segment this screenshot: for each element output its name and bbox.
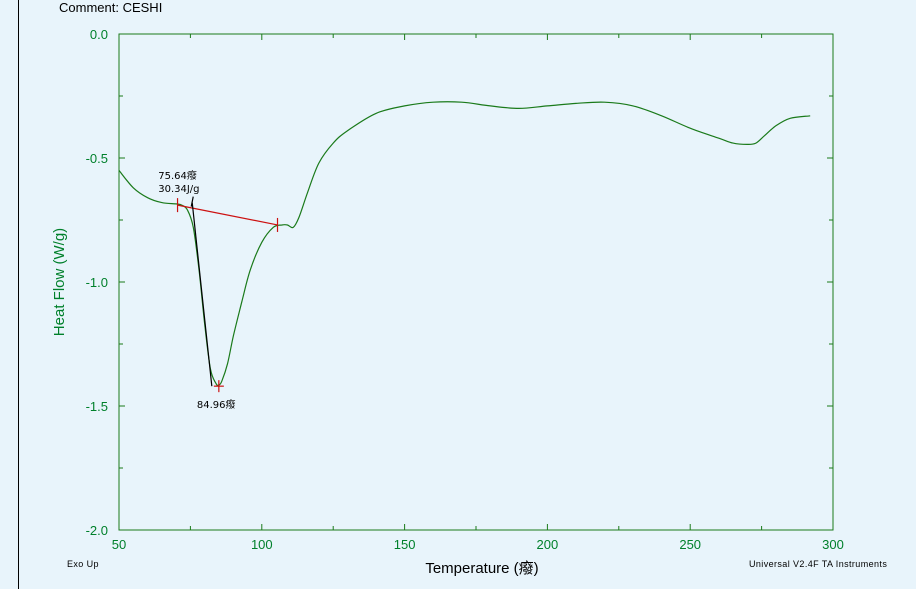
exo-up-label: Exo Up — [67, 559, 99, 569]
instrument-label: Universal V2.4F TA Instruments — [749, 559, 888, 569]
x-tick-label: 150 — [394, 537, 416, 552]
window-edge-line — [18, 0, 19, 589]
y-tick-label: -2.0 — [86, 523, 108, 538]
y-tick-label: -1.5 — [86, 399, 108, 414]
x-tick-label: 100 — [251, 537, 273, 552]
x-tick-label: 250 — [679, 537, 701, 552]
x-tick-label: 50 — [112, 537, 126, 552]
onset-mark — [190, 196, 194, 207]
onset-temp-label: 75.64癈 — [158, 169, 197, 182]
y-tick-label: -1.0 — [86, 275, 108, 290]
y-tick-label: 0.0 — [90, 27, 108, 42]
peak-temp-label: 84.96癈 — [197, 398, 236, 411]
x-tick-label: 300 — [822, 537, 844, 552]
heat-flow-curve — [118, 101, 811, 387]
y-axis-title: Heat Flow (W/g) — [51, 228, 68, 336]
x-axis-title: Temperature (癈) — [425, 559, 538, 577]
plot-frame — [118, 33, 834, 531]
enthalpy-label: 30.34J/g — [158, 184, 199, 195]
onset-tangent-line — [191, 202, 213, 387]
integration-baseline — [177, 204, 278, 226]
comment-text: Comment: CESHI — [59, 0, 163, 15]
y-tick-label: -0.5 — [86, 151, 108, 166]
x-tick-label: 200 — [537, 537, 559, 552]
